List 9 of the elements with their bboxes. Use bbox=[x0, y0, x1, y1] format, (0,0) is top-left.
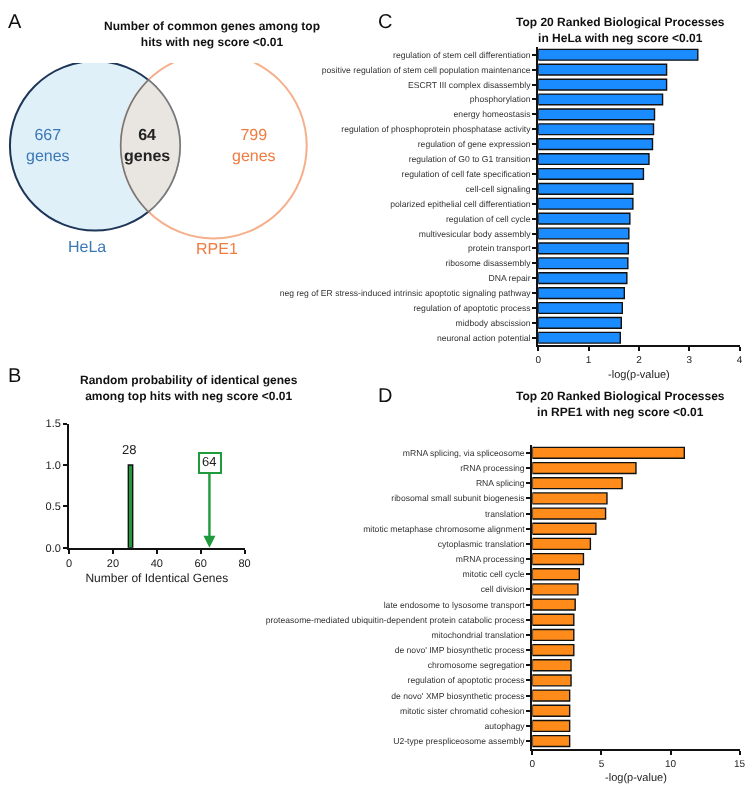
text: C bbox=[378, 12, 393, 34]
category-label: HeLa bbox=[68, 238, 108, 256]
text: B bbox=[8, 366, 22, 388]
text: D bbox=[378, 386, 393, 408]
data-label: 64 genes bbox=[124, 126, 172, 165]
data-label: 667 genes bbox=[26, 126, 70, 165]
category-label: RPE1 bbox=[196, 240, 239, 258]
text: A bbox=[8, 12, 22, 34]
data-label: 799 genes bbox=[232, 126, 276, 165]
